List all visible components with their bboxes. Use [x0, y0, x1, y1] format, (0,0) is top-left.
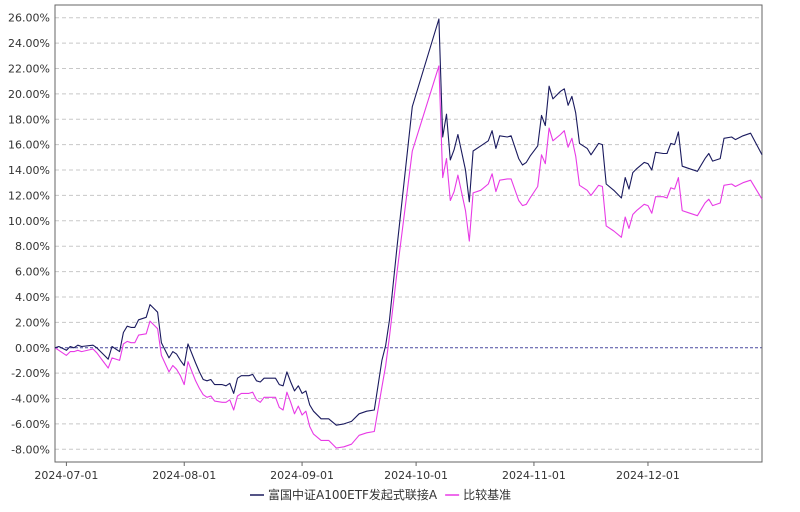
- y-tick-label: 14.00%: [8, 164, 50, 177]
- series-line-benchmark: [54, 65, 763, 449]
- y-tick-label: 10.00%: [8, 215, 50, 228]
- y-tick-label: 22.00%: [8, 62, 50, 75]
- x-tick-label: 2024-09-01: [270, 469, 334, 482]
- y-tick-label: 18.00%: [8, 113, 50, 126]
- y-tick-label: 6.00%: [15, 266, 50, 279]
- y-tick-label: -2.00%: [11, 367, 50, 380]
- y-tick-label: 12.00%: [8, 189, 50, 202]
- series-lines: [54, 18, 763, 449]
- y-tick-label: -4.00%: [11, 393, 50, 406]
- gridlines: [55, 17, 762, 450]
- legend: 富国中证A100ETF发起式联接A 比较基准: [250, 487, 511, 502]
- y-tick-label: 24.00%: [8, 37, 50, 50]
- legend-label-fund: 富国中证A100ETF发起式联接A: [268, 487, 438, 502]
- y-tick-label: 20.00%: [8, 88, 50, 101]
- x-tick-label: 2024-11-01: [502, 469, 566, 482]
- series-line-fund: [54, 18, 763, 426]
- x-tick-label: 2024-12-01: [616, 469, 680, 482]
- y-tick-label: 8.00%: [15, 240, 50, 253]
- x-tick-label: 2024-08-01: [152, 469, 216, 482]
- y-axis: -8.00% -6.00% -4.00% -2.00% 0.00% 2.00% 4.00% 6…: [8, 12, 50, 457]
- y-tick-label: 0.00%: [15, 342, 50, 355]
- y-tick-label: -8.00%: [11, 443, 50, 456]
- y-tick-label: 4.00%: [15, 291, 50, 304]
- plot-area-frame: [54, 4, 763, 463]
- x-axis: 2024-07-01 2024-08-01 2024-09-01 2024-10-01…: [34, 462, 680, 482]
- legend-label-benchmark: 比较基准: [463, 487, 511, 502]
- y-tick-label: 2.00%: [15, 316, 50, 329]
- y-tick-label: 26.00%: [8, 12, 50, 25]
- x-tick-label: 2024-07-01: [34, 469, 98, 482]
- y-tick-label: 16.00%: [8, 139, 50, 152]
- y-tick-label: -6.00%: [11, 418, 50, 431]
- x-tick-label: 2024-10-01: [384, 469, 448, 482]
